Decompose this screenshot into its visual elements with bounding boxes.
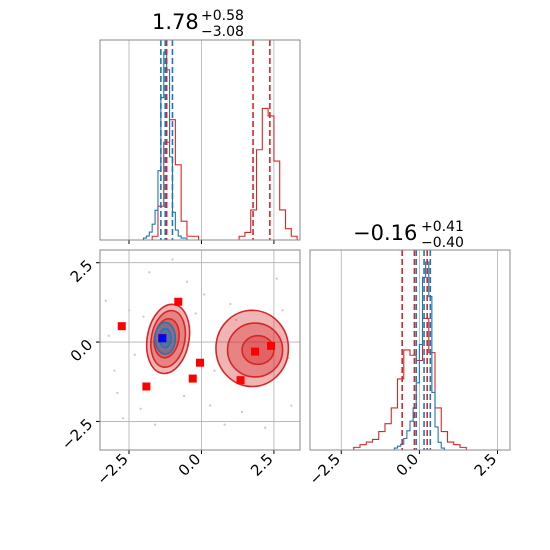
background-point-12: [223, 423, 226, 426]
background-point-9: [194, 312, 197, 315]
mid-xtick-label-0: −2.5: [93, 450, 131, 488]
red-marker-5: [142, 382, 151, 391]
background-point-2: [116, 391, 119, 394]
background-point-8: [185, 280, 189, 283]
top-hist-frame: [99, 39, 301, 241]
background-point-21: [203, 293, 206, 296]
red-marker-0: [117, 322, 126, 331]
background-point-13: [229, 302, 232, 306]
background-point-10: [209, 404, 212, 407]
red-marker-6: [236, 376, 245, 385]
panel-bottom-right-histogram: [309, 249, 511, 454]
mid-ytick-label-1: 0.0: [67, 336, 97, 366]
panel-bottom-left-2d: [96, 249, 301, 454]
br-hist-series-0: [353, 317, 467, 450]
background-point-20: [182, 394, 186, 398]
title-bottom-right-value: −0.16: [353, 221, 417, 245]
background-point-17: [290, 404, 293, 407]
background-point-14: [240, 410, 244, 414]
title-bottom-right: −0.16 +0.41 −0.40: [353, 219, 464, 251]
red-marker-2: [174, 297, 183, 306]
red-marker-7: [251, 347, 260, 356]
background-point-18: [275, 277, 278, 280]
br-hist-frame: [309, 249, 511, 451]
red-marker-3: [196, 358, 204, 367]
panel-top-left-histogram: [99, 39, 301, 244]
mid-xtick-label-2: 2.5: [247, 450, 277, 480]
top-hist-series-0: [100, 107, 298, 241]
background-point-4: [139, 407, 142, 410]
red-marker-8: [267, 341, 276, 350]
mid-ytick-label-0: −2.5: [58, 415, 96, 453]
br-xtick-label-0: −2.5: [306, 450, 344, 488]
background-point-25: [213, 369, 216, 372]
background-point-24: [171, 258, 174, 261]
mid-ytick-label-2: 2.5: [67, 256, 97, 286]
blue-marker: [158, 334, 167, 343]
br-xtick-label-2: 2.5: [471, 450, 501, 480]
background-point-3: [127, 309, 131, 312]
title-bottom-right-plus: +0.41: [421, 219, 464, 235]
background-point-7: [153, 423, 157, 426]
background-point-5: [142, 315, 145, 318]
background-point-26: [133, 353, 136, 356]
title-top-left-value: 1.78: [152, 10, 199, 34]
background-point-1: [107, 334, 110, 337]
mid-frame: [99, 249, 301, 451]
background-point-23: [264, 426, 267, 429]
br-xtick-label-1: 0.0: [393, 450, 423, 480]
top-hist-series-1: [140, 51, 190, 241]
background-point-15: [281, 309, 284, 312]
title-bottom-right-minus: −0.40: [421, 235, 464, 251]
background-point-22: [104, 299, 107, 302]
title-top-left-plus: +0.58: [201, 8, 244, 24]
title-top-left-minus: −3.08: [201, 24, 244, 40]
mid-xtick-label-1: 0.0: [175, 450, 205, 480]
background-point-19: [122, 417, 125, 420]
title-top-left: 1.78 +0.58 −3.08: [152, 8, 244, 40]
background-point-27: [235, 318, 238, 321]
background-point-6: [148, 271, 151, 274]
red-marker-4: [188, 374, 197, 383]
background-point-0: [113, 369, 116, 372]
